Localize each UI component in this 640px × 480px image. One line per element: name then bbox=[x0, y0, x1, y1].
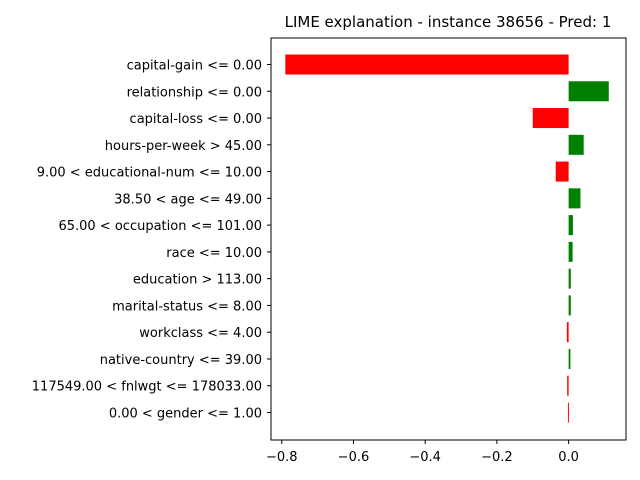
chart-title: LIME explanation - instance 38656 - Pred… bbox=[285, 13, 612, 31]
x-axis-ticks: −0.8 −0.6 −0.4 −0.2 0.0 bbox=[266, 440, 579, 465]
x-tick-label-4: 0.0 bbox=[558, 450, 579, 465]
plot-frame bbox=[270, 37, 627, 441]
y-tick-label-13: 0.00 < gender <= 1.00 bbox=[109, 407, 262, 422]
y-axis-ticks: capital-gain <= 0.00 relationship <= 0.00… bbox=[32, 59, 271, 422]
y-tick-label-12: 117549.00 < fnlwgt <= 178033.00 bbox=[32, 380, 262, 395]
y-tick-label-9: marital-status <= 8.00 bbox=[112, 299, 262, 314]
y-tick-label-8: education > 113.00 bbox=[133, 273, 262, 288]
y-tick-label-2: capital-loss <= 0.00 bbox=[130, 112, 262, 127]
y-tick-label-4: 9.00 < educational-num <= 10.00 bbox=[37, 166, 262, 181]
bar-1 bbox=[568, 81, 609, 102]
y-tick-label-11: native-country <= 39.00 bbox=[100, 353, 262, 368]
bar-4 bbox=[555, 161, 569, 182]
y-tick-label-3: hours-per-week > 45.00 bbox=[105, 139, 262, 154]
y-tick-label-7: race <= 10.00 bbox=[166, 246, 262, 261]
bar-0 bbox=[285, 54, 569, 75]
y-tick-label-5: 38.50 < age <= 49.00 bbox=[114, 192, 262, 207]
bar-9 bbox=[568, 295, 571, 316]
bar-10 bbox=[566, 322, 569, 343]
bar-3 bbox=[568, 134, 584, 155]
bar-8 bbox=[568, 268, 571, 289]
bar-6 bbox=[568, 215, 573, 236]
y-tick-label-0: capital-gain <= 0.00 bbox=[127, 59, 262, 74]
bar-2 bbox=[532, 108, 569, 129]
x-tick-label-3: −0.2 bbox=[481, 450, 513, 465]
y-tick-label-1: relationship <= 0.00 bbox=[127, 85, 262, 100]
bars-layer bbox=[285, 54, 609, 423]
bar-7 bbox=[568, 241, 573, 262]
y-tick-label-6: 65.00 < occupation <= 101.00 bbox=[58, 219, 262, 234]
bar-5 bbox=[568, 188, 581, 209]
y-tick-label-10: workclass <= 4.00 bbox=[139, 326, 262, 341]
bar-12 bbox=[567, 375, 569, 396]
x-tick-label-2: −0.4 bbox=[409, 450, 441, 465]
x-tick-label-0: −0.8 bbox=[266, 450, 298, 465]
bar-13 bbox=[567, 402, 569, 423]
x-tick-label-1: −0.6 bbox=[338, 450, 370, 465]
bar-11 bbox=[568, 348, 571, 369]
